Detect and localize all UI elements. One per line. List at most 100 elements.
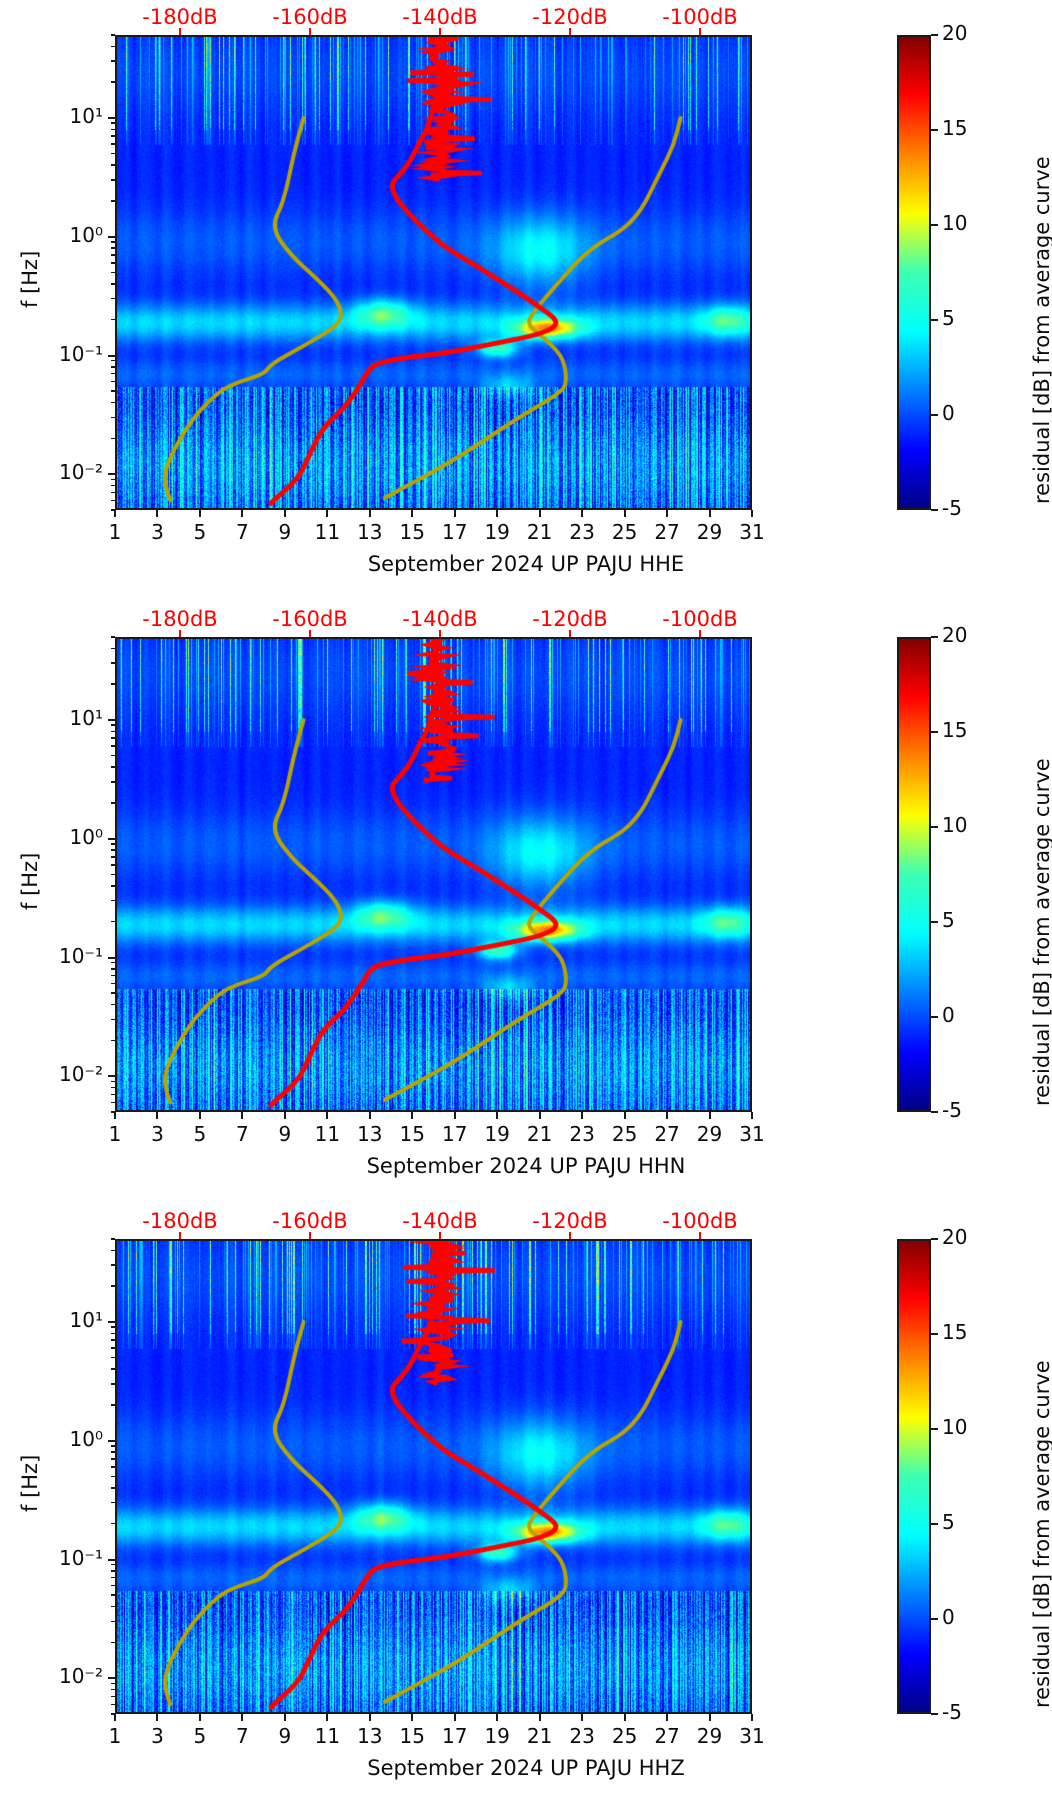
top-tick: [179, 1232, 181, 1239]
x-tick: [114, 1714, 116, 1721]
y-minor-tick: [111, 478, 115, 481]
top-tick-label: -180dB: [142, 1209, 218, 1233]
y-tick-label: 10⁻¹: [58, 943, 103, 968]
y-tick-label: 10⁻²: [58, 1062, 103, 1087]
x-tick-label: 3: [151, 1724, 164, 1748]
y-tick: [108, 1075, 115, 1078]
x-tick: [581, 510, 584, 517]
y-minor-tick: [111, 164, 115, 166]
x-tick: [538, 1112, 541, 1119]
y-minor-tick: [111, 864, 115, 866]
colorbar-label: residual [dB] from average curve: [1030, 156, 1052, 504]
colorbar-tick-label: 5: [942, 306, 955, 330]
x-tick: [623, 1112, 626, 1119]
x-tick: [496, 1714, 499, 1721]
x-tick: [708, 510, 711, 517]
colorbar-tick: [931, 1618, 938, 1620]
x-axis-label: September 2024 UP PAJU HHZ: [367, 1756, 685, 1780]
y-minor-tick: [111, 318, 115, 321]
y-tick-label: 10⁻¹: [58, 1545, 103, 1570]
colorbar-gradient: [897, 35, 931, 510]
x-tick: [326, 510, 329, 517]
colorbar-tick: [931, 1238, 938, 1240]
y-minor-tick: [111, 128, 115, 130]
x-tick-label: 31: [739, 1122, 765, 1146]
x-axis-label: September 2024 UP PAJU HHN: [366, 1154, 686, 1178]
colorbar-tick: [931, 1111, 938, 1113]
colorbar-gradient: [897, 1239, 931, 1714]
top-tick: [309, 630, 311, 637]
x-tick: [283, 510, 286, 517]
x-tick: [156, 1714, 159, 1721]
colorbar-tick: [931, 129, 938, 131]
y-tick: [108, 473, 115, 476]
colorbar-tick: [931, 1333, 938, 1335]
x-tick-label: 11: [314, 520, 341, 544]
colorbar-tick: [931, 1016, 938, 1018]
x-tick: [453, 510, 456, 517]
x-tick-label: 29: [696, 520, 723, 544]
y-minor-tick: [111, 1458, 115, 1460]
y-tick-label: 10¹: [69, 1308, 103, 1332]
y-minor-tick: [111, 992, 115, 994]
y-minor-tick: [111, 1101, 115, 1104]
y-minor-tick: [111, 34, 115, 36]
colorbar-label: residual [dB] from average curve: [1030, 1360, 1052, 1708]
y-tick-label: 10⁰: [69, 824, 103, 849]
x-tick: [453, 1714, 456, 1721]
y-tick-label: 10⁰: [69, 1426, 103, 1451]
y-minor-tick: [111, 1404, 115, 1406]
colorbar-tick-label: 15: [942, 116, 968, 140]
y-minor-tick: [111, 856, 115, 858]
y-minor-tick: [111, 1347, 115, 1349]
y-minor-tick: [111, 802, 115, 804]
x-tick-label: 23: [569, 1122, 595, 1146]
x-tick-label: 13: [357, 1122, 383, 1146]
x-tick: [751, 1714, 753, 1721]
x-axis-label: September 2024 UP PAJU HHE: [367, 552, 685, 576]
y-tick: [108, 235, 115, 238]
y-minor-tick: [111, 1576, 115, 1579]
x-tick-label: 29: [696, 1724, 723, 1748]
y-tick: [108, 1439, 115, 1442]
colorbar-tick-label: 0: [942, 401, 955, 425]
colorbar-tick-label: 20: [942, 21, 968, 45]
top-tick: [179, 28, 181, 35]
y-minor-tick: [111, 1264, 115, 1266]
colorbar-tick-label: 5: [942, 1510, 955, 1534]
y-minor-tick: [111, 491, 115, 494]
x-tick: [241, 1714, 244, 1721]
y-minor-tick: [111, 143, 115, 145]
x-tick: [496, 1112, 499, 1119]
y-minor-tick: [111, 152, 115, 155]
y-minor-tick: [111, 380, 115, 383]
colorbar-tick-label: 10: [942, 211, 968, 235]
spectrogram-image: [115, 1239, 752, 1714]
y-minor-tick: [111, 920, 115, 923]
colorbar-tick: [931, 1523, 938, 1525]
y-minor-tick: [111, 247, 115, 249]
y-minor-tick: [111, 766, 115, 768]
y-minor-tick: [111, 982, 115, 985]
x-tick: [241, 1112, 244, 1119]
y-tick-label: 10⁻²: [58, 1664, 103, 1689]
y-minor-tick: [111, 1339, 115, 1341]
x-tick: [581, 1112, 584, 1119]
y-axis-label: f [Hz]: [18, 250, 42, 308]
y-minor-tick: [111, 899, 115, 902]
y-tick: [108, 719, 115, 721]
y-minor-tick: [111, 1326, 115, 1328]
x-tick-label: 31: [739, 520, 765, 544]
y-minor-tick: [111, 1332, 115, 1334]
colorbar-label: residual [dB] from average curve: [1030, 758, 1052, 1106]
x-tick: [198, 510, 201, 517]
x-tick: [538, 510, 541, 517]
x-tick-label: 17: [441, 520, 468, 544]
x-tick: [581, 1714, 584, 1721]
x-tick-label: 23: [569, 520, 595, 544]
top-tick: [309, 1232, 311, 1239]
top-tick-label: -100dB: [662, 607, 738, 631]
y-minor-tick: [111, 1688, 115, 1691]
y-minor-tick: [111, 737, 115, 739]
